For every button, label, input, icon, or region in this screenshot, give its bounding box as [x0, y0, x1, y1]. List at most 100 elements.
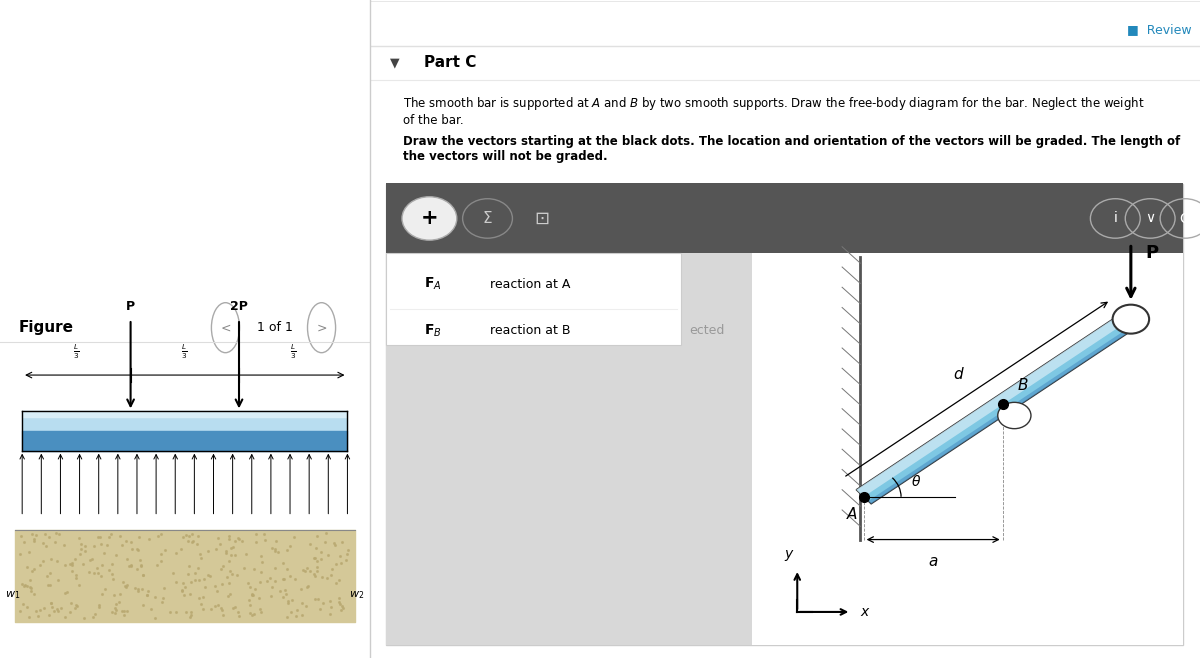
Point: [282, 595, 301, 606]
Point: [113, 540, 132, 550]
Point: [208, 586, 227, 596]
Point: [250, 593, 269, 603]
Point: [242, 590, 262, 600]
Point: [251, 567, 270, 577]
Point: [226, 601, 245, 612]
Point: [260, 573, 280, 584]
Point: [62, 566, 82, 576]
Point: [133, 600, 152, 611]
Point: [40, 532, 59, 542]
Point: [71, 539, 90, 549]
Point: [265, 576, 284, 586]
Point: [211, 563, 230, 574]
Point: [116, 582, 136, 593]
Text: $\frac{L}{3}$: $\frac{L}{3}$: [181, 342, 188, 361]
Point: [58, 587, 77, 597]
Point: [121, 561, 140, 571]
Point: [114, 577, 133, 588]
FancyBboxPatch shape: [751, 253, 1183, 645]
Point: [19, 611, 38, 622]
Text: $y$: $y$: [784, 547, 794, 563]
Point: [307, 565, 326, 576]
Point: [326, 559, 346, 569]
Point: [184, 536, 203, 546]
Point: [222, 569, 241, 579]
Point: [269, 547, 288, 558]
Point: [176, 607, 196, 617]
Point: [71, 544, 90, 555]
Point: [331, 558, 350, 569]
Point: [221, 543, 240, 553]
Point: [240, 582, 259, 593]
Point: [137, 590, 156, 600]
Point: [265, 563, 284, 573]
Point: [212, 579, 232, 590]
Point: [107, 599, 126, 609]
Point: [55, 612, 74, 622]
Point: [74, 559, 94, 570]
Point: [138, 590, 157, 600]
Point: [43, 602, 62, 613]
Point: [277, 545, 296, 555]
Point: [104, 590, 124, 601]
Point: [23, 529, 42, 540]
Point: [246, 583, 265, 594]
FancyBboxPatch shape: [386, 183, 1183, 253]
Point: [182, 529, 202, 540]
Point: [178, 536, 197, 546]
Point: [198, 570, 217, 581]
Circle shape: [997, 402, 1031, 428]
Point: [278, 597, 298, 608]
Point: [89, 599, 108, 610]
Point: [61, 558, 80, 569]
Point: [118, 580, 137, 590]
Point: [151, 528, 170, 539]
Point: [263, 543, 282, 553]
Point: [24, 563, 43, 574]
Point: [71, 549, 90, 559]
Text: $x$: $x$: [859, 605, 870, 619]
FancyBboxPatch shape: [386, 253, 751, 645]
Point: [214, 610, 233, 620]
Point: [220, 531, 239, 542]
Point: [332, 537, 352, 547]
Point: [49, 574, 68, 585]
Text: Draw the vectors starting at the black dots. The location and orientation of the: Draw the vectors starting at the black d…: [403, 135, 1180, 163]
Text: >: >: [317, 321, 326, 334]
Text: P: P: [126, 299, 136, 313]
Point: [292, 598, 311, 609]
Point: [83, 554, 102, 565]
Point: [48, 556, 67, 567]
Point: [161, 607, 180, 618]
Polygon shape: [857, 312, 1139, 504]
Point: [84, 612, 103, 622]
Point: [20, 575, 40, 586]
Point: [102, 529, 121, 540]
Point: [29, 611, 48, 622]
Point: [275, 574, 294, 584]
Point: [229, 534, 248, 544]
Point: [102, 569, 121, 579]
Point: [13, 599, 32, 609]
Point: [145, 592, 164, 603]
Point: [128, 585, 148, 595]
Point: [292, 584, 311, 594]
Point: [293, 610, 312, 620]
Point: [11, 530, 30, 541]
Circle shape: [1112, 305, 1150, 334]
Point: [220, 588, 239, 599]
Point: [311, 604, 330, 615]
Point: [182, 537, 202, 547]
Text: P: P: [1146, 244, 1159, 263]
Point: [325, 540, 344, 551]
Point: [48, 603, 67, 614]
Point: [110, 589, 130, 599]
Point: [318, 572, 337, 583]
Point: [179, 569, 198, 579]
Point: [26, 530, 46, 540]
Point: [206, 544, 226, 554]
Point: [11, 605, 30, 616]
Point: [180, 611, 199, 622]
Point: [323, 563, 342, 574]
Point: [24, 536, 43, 546]
